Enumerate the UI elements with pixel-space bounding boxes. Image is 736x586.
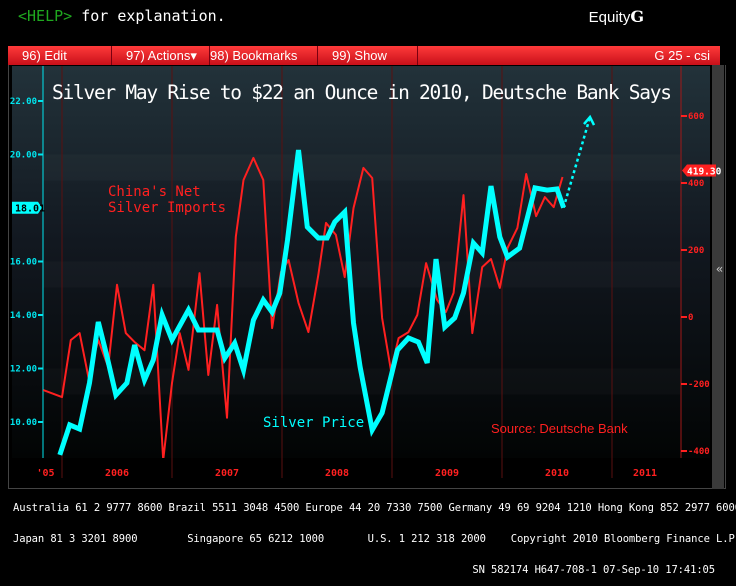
help-key[interactable]: <HELP> (18, 7, 73, 25)
imports-line (43, 156, 564, 458)
imports-last-value-badge (682, 164, 716, 177)
left-axis-tick-label: 16.00 (10, 258, 37, 268)
edit-menu-button[interactable]: 96) Edit (8, 46, 112, 65)
chart-frame (8, 65, 726, 489)
right-axis-tick-label: 0 (688, 313, 693, 323)
copyright: Copyright 2010 Bloomberg Finance L.P. (510, 533, 736, 545)
expand-chevron-icon[interactable]: « (716, 262, 724, 276)
footer-line2: Japan 81 3 3201 8900 Singapore 65 6212 1… (13, 533, 736, 545)
plot-background (12, 66, 710, 458)
footer-line3: SN 582174 H647-708-1 07-Sep-10 17:41:05 (472, 564, 715, 576)
bookmarks-menu-button[interactable]: 98) Bookmarks (210, 46, 318, 65)
top-bar: <HELP> for explanation. EquityG (0, 0, 736, 38)
footer: Australia 61 2 9777 8600 Brazil 5511 304… (13, 482, 736, 586)
left-axis-tick-label: 12.00 (10, 365, 37, 375)
show-menu-button[interactable]: 99) Show (318, 46, 418, 65)
x-tick-label: 2007 (215, 468, 239, 479)
silver-price-label: Silver Price (263, 415, 364, 431)
right-axis-tick-label: 600 (688, 112, 704, 122)
imports-label-line2: Silver Imports (108, 200, 226, 216)
footer-line1: Australia 61 2 9777 8600 Brazil 5511 304… (13, 502, 736, 514)
footer-phones: Japan 81 3 3201 8900 Singapore 65 6212 1… (13, 533, 486, 545)
x-tick-label: '05 (36, 468, 54, 479)
x-tick-label: 2006 (105, 468, 129, 479)
right-axis-tick-label: -200 (688, 380, 710, 390)
help-hint: <HELP> for explanation. (18, 7, 226, 25)
menu-bar: 96) Edit 97) Actions▾ 98) Bookmarks 99) … (8, 46, 720, 65)
imports-label-line1: China's Net (108, 184, 201, 200)
x-tick-label: 2008 (325, 468, 349, 479)
source-label: Source: Deutsche Bank (491, 421, 628, 436)
brand-key: G (630, 7, 644, 26)
left-axis-tick-label: 22.00 (10, 97, 37, 107)
plot-band (43, 262, 680, 288)
x-tick-label: 2011 (633, 468, 657, 479)
silver-forecast-line (562, 116, 592, 209)
help-text: for explanation. (72, 7, 226, 25)
x-tick-label: 2009 (435, 468, 459, 479)
brand-label: EquityG (589, 7, 644, 26)
brand-text: Equity (588, 9, 631, 26)
left-axis-tick-label: 20.00 (10, 151, 37, 161)
function-code: G 25 - csi (654, 48, 710, 63)
imports-last-value: 419.30 (687, 167, 722, 178)
left-axis-tick-label: 14.00 (10, 311, 37, 321)
silver-price-line (57, 149, 566, 456)
x-tick-label: 2010 (545, 468, 569, 479)
forecast-arrowhead-icon (583, 114, 596, 126)
chart: '05 2006 2007 2008 2009 2010 2011 10.00 12.00 14… (10, 66, 722, 479)
right-axis-tick-label: 400 (688, 179, 704, 189)
right-axis-tick-label: -400 (688, 447, 710, 457)
actions-menu-button[interactable]: 97) Actions▾ (112, 46, 210, 65)
right-axis-tick-label: 200 (688, 246, 704, 256)
left-axis-tick-label: 10.00 (10, 418, 37, 428)
silver-last-value-badge (12, 201, 42, 214)
silver-last-value: 18.01 (15, 204, 45, 215)
chart-title: Silver May Rise to $22 an Ounce in 2010,… (52, 81, 672, 104)
